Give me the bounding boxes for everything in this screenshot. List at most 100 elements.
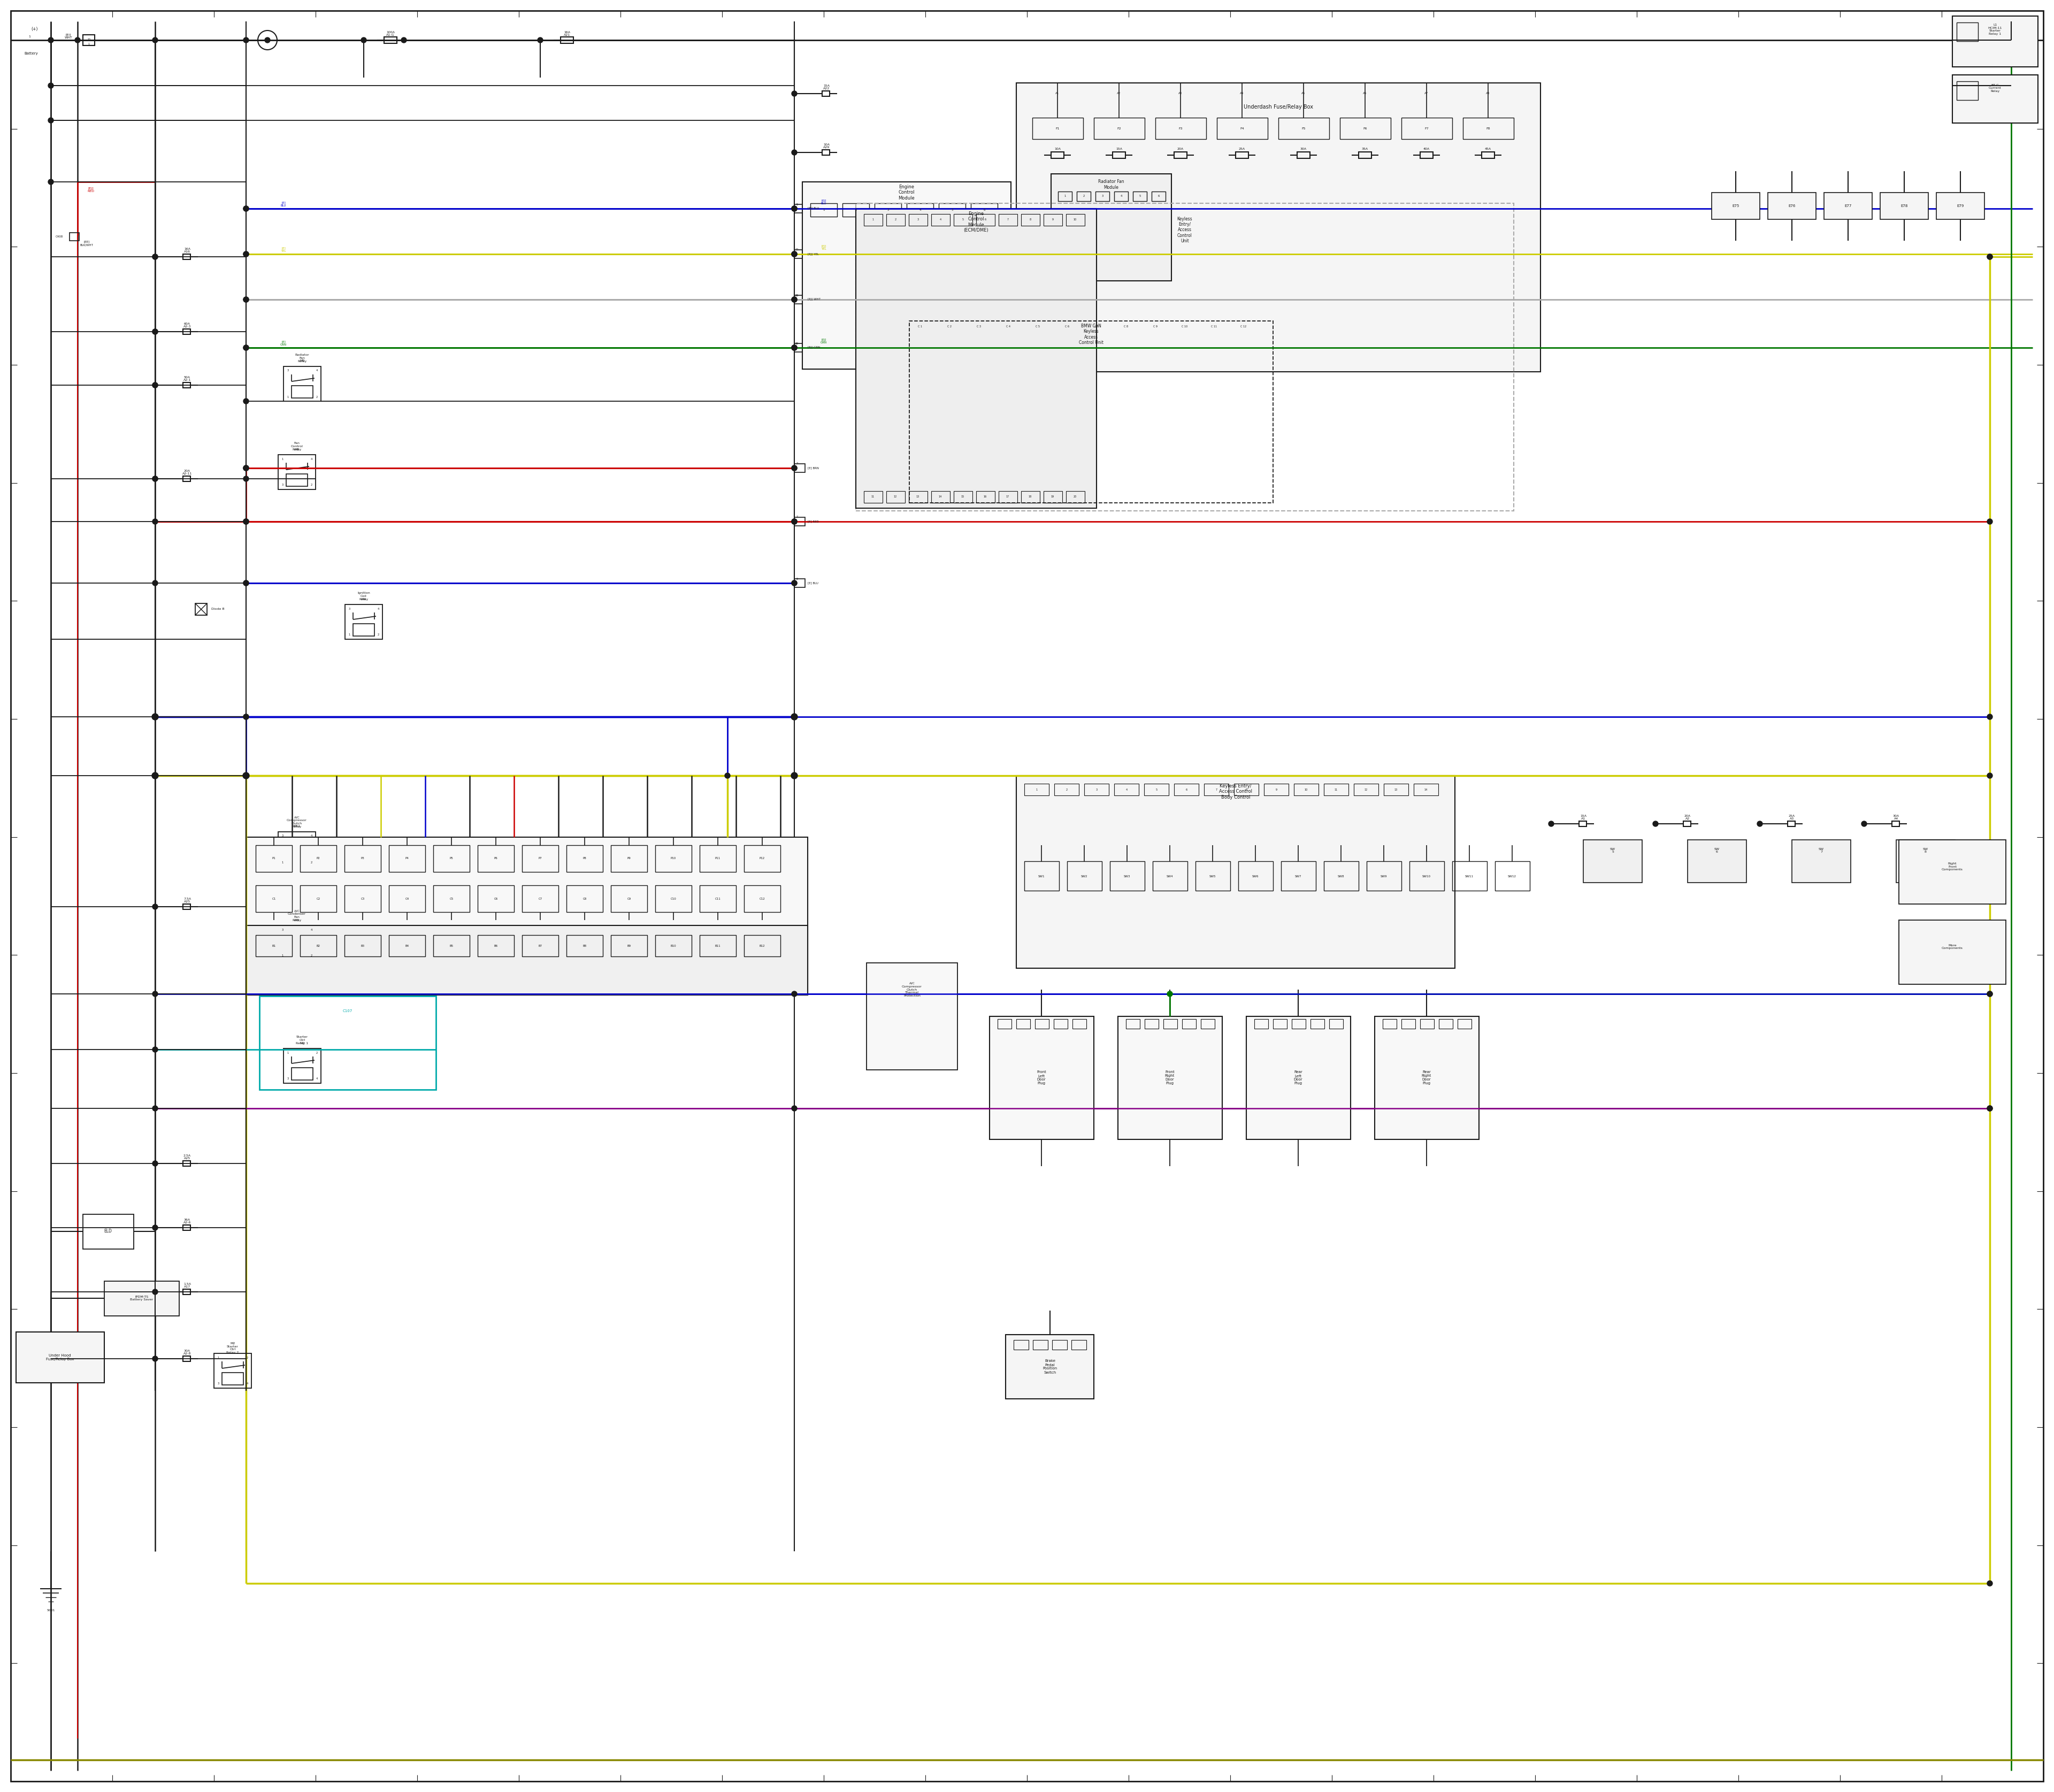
Text: SW
6: SW 6: [1715, 848, 1719, 853]
Circle shape: [242, 520, 249, 525]
Bar: [795, 204, 805, 213]
Text: [EJ] BLU: [EJ] BLU: [807, 208, 820, 210]
Bar: [953, 491, 972, 504]
Bar: [1054, 1020, 1068, 1029]
Circle shape: [1986, 991, 1992, 996]
Bar: [1495, 862, 1530, 891]
Text: 20: 20: [1074, 496, 1076, 498]
Circle shape: [791, 715, 797, 719]
Text: Underdash Fuse/Relay Box: Underdash Fuse/Relay Box: [1243, 104, 1313, 109]
Text: Rear
Left
Door
Plug: Rear Left Door Plug: [1294, 1070, 1302, 1086]
Bar: [183, 1357, 191, 1362]
Bar: [214, 1353, 251, 1389]
Circle shape: [242, 477, 249, 482]
Circle shape: [1167, 991, 1173, 996]
Text: E76: E76: [1789, 204, 1795, 208]
Text: [E]
GRN: [E] GRN: [279, 340, 288, 346]
Text: P11: P11: [715, 857, 721, 860]
Bar: [1058, 192, 1072, 201]
Bar: [998, 213, 1017, 226]
Text: Ignition
Coil
Relay: Ignition Coil Relay: [357, 591, 370, 600]
Bar: [887, 491, 906, 504]
Circle shape: [1653, 821, 1658, 826]
Text: S001: S001: [47, 1609, 55, 1611]
Bar: [1175, 152, 1187, 158]
Text: A/C
Condenser
Fan
Relay: A/C Condenser Fan Relay: [288, 910, 306, 921]
Text: T1: T1: [86, 39, 90, 41]
Text: SW12: SW12: [1508, 874, 1516, 878]
Bar: [433, 846, 470, 873]
Bar: [1292, 1020, 1306, 1029]
Bar: [1462, 118, 1514, 140]
Bar: [1066, 491, 1085, 504]
Circle shape: [791, 581, 797, 586]
Circle shape: [1756, 821, 1762, 826]
Bar: [183, 903, 191, 909]
Circle shape: [152, 713, 158, 720]
Bar: [16, 1331, 105, 1383]
Bar: [1384, 783, 1409, 796]
Text: SW9: SW9: [1380, 874, 1386, 878]
Text: 15: 15: [961, 496, 965, 498]
Text: SW3: SW3: [1124, 874, 1130, 878]
Text: More
Components: More Components: [1941, 944, 1964, 950]
Circle shape: [47, 179, 53, 185]
Bar: [1273, 1020, 1288, 1029]
Circle shape: [242, 466, 249, 471]
Text: 25A: 25A: [1239, 147, 1245, 151]
Text: C4: C4: [405, 898, 409, 900]
Bar: [1278, 118, 1329, 140]
Bar: [345, 935, 380, 957]
Bar: [1216, 118, 1267, 140]
Text: C 6: C 6: [1064, 324, 1070, 328]
Text: C 3: C 3: [978, 324, 982, 328]
Text: C 1: C 1: [918, 324, 922, 328]
Text: B8: B8: [583, 944, 587, 948]
Circle shape: [791, 713, 797, 720]
Text: 11: 11: [1335, 788, 1337, 790]
Bar: [433, 935, 470, 957]
Text: A2: A2: [1117, 91, 1121, 95]
Bar: [300, 885, 337, 912]
Circle shape: [791, 466, 797, 471]
Bar: [744, 935, 781, 957]
Bar: [795, 296, 805, 305]
Text: C7: C7: [538, 898, 542, 900]
Text: 19: 19: [1052, 496, 1054, 498]
Circle shape: [242, 715, 249, 719]
Text: SW
8: SW 8: [1923, 848, 1929, 853]
Circle shape: [791, 520, 797, 525]
Bar: [1382, 1020, 1397, 1029]
Bar: [286, 944, 308, 957]
Circle shape: [242, 206, 249, 211]
Text: 20A
A2-11: 20A A2-11: [183, 470, 193, 475]
Bar: [1953, 75, 2038, 124]
Bar: [292, 385, 312, 398]
Bar: [1898, 840, 2007, 903]
Bar: [183, 330, 191, 335]
Bar: [1076, 192, 1091, 201]
Text: A/C
Compressor
Clutch
Relay: A/C Compressor Clutch Relay: [288, 815, 306, 828]
Text: P4: P4: [405, 857, 409, 860]
Circle shape: [265, 38, 271, 43]
Circle shape: [152, 772, 158, 780]
Text: 18: 18: [1029, 496, 1031, 498]
Bar: [1366, 862, 1401, 891]
Bar: [795, 249, 805, 258]
Circle shape: [791, 297, 797, 303]
Circle shape: [791, 581, 797, 586]
Bar: [183, 1288, 191, 1294]
Bar: [1204, 783, 1228, 796]
Text: C5: C5: [450, 898, 454, 900]
Bar: [1325, 862, 1358, 891]
Text: L1
HCIM-11
Starter
Relay 1: L1 HCIM-11 Starter Relay 1: [1988, 23, 2003, 36]
Bar: [1013, 1340, 1029, 1349]
Text: ELD: ELD: [105, 1229, 113, 1235]
Circle shape: [152, 1226, 158, 1231]
Circle shape: [242, 206, 249, 211]
Text: SW
7: SW 7: [1818, 848, 1824, 853]
Circle shape: [791, 772, 797, 778]
Circle shape: [152, 581, 158, 586]
Bar: [811, 202, 838, 217]
Bar: [567, 885, 602, 912]
